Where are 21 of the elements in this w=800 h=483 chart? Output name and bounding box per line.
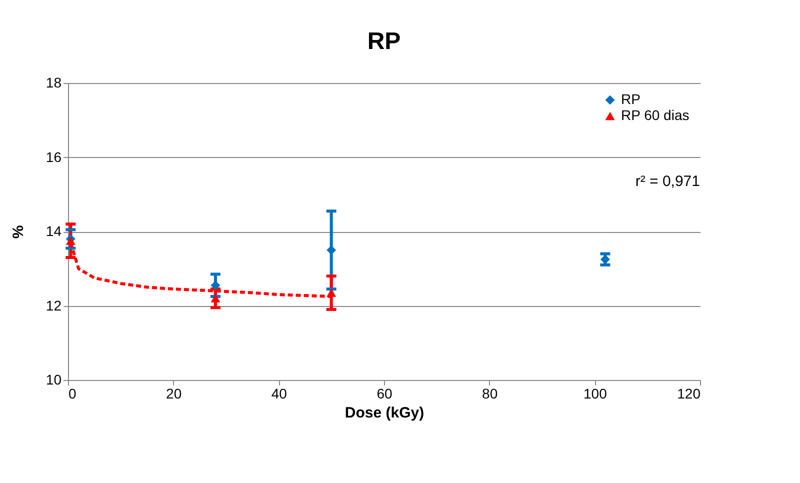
x-tick-label: 0	[68, 386, 76, 402]
legend-label: RP	[621, 91, 640, 107]
y-tick-label: 14	[46, 223, 62, 239]
point	[66, 236, 76, 245]
x-tick-label: 100	[583, 386, 608, 402]
y-axis-title: %	[10, 225, 27, 239]
point	[600, 254, 610, 264]
legend-label: RP 60 dias	[621, 107, 690, 123]
x-tick-label: 80	[482, 386, 498, 402]
annotation: r² = 0,971	[635, 173, 700, 190]
x-tick-label: 20	[166, 386, 182, 402]
chart-title: RP	[367, 28, 401, 55]
x-tick-label: 120	[677, 386, 701, 402]
x-tick-label: 60	[376, 386, 392, 402]
point	[326, 245, 336, 255]
y-tick-label: 12	[46, 297, 62, 314]
x-axis-title: Dose (kGy)	[344, 404, 424, 422]
y-tick-label: 18	[46, 74, 62, 90]
x-tick-label: 40	[271, 386, 288, 402]
y-tick-label: 16	[46, 148, 62, 165]
y-tick-label: 10	[46, 372, 62, 388]
